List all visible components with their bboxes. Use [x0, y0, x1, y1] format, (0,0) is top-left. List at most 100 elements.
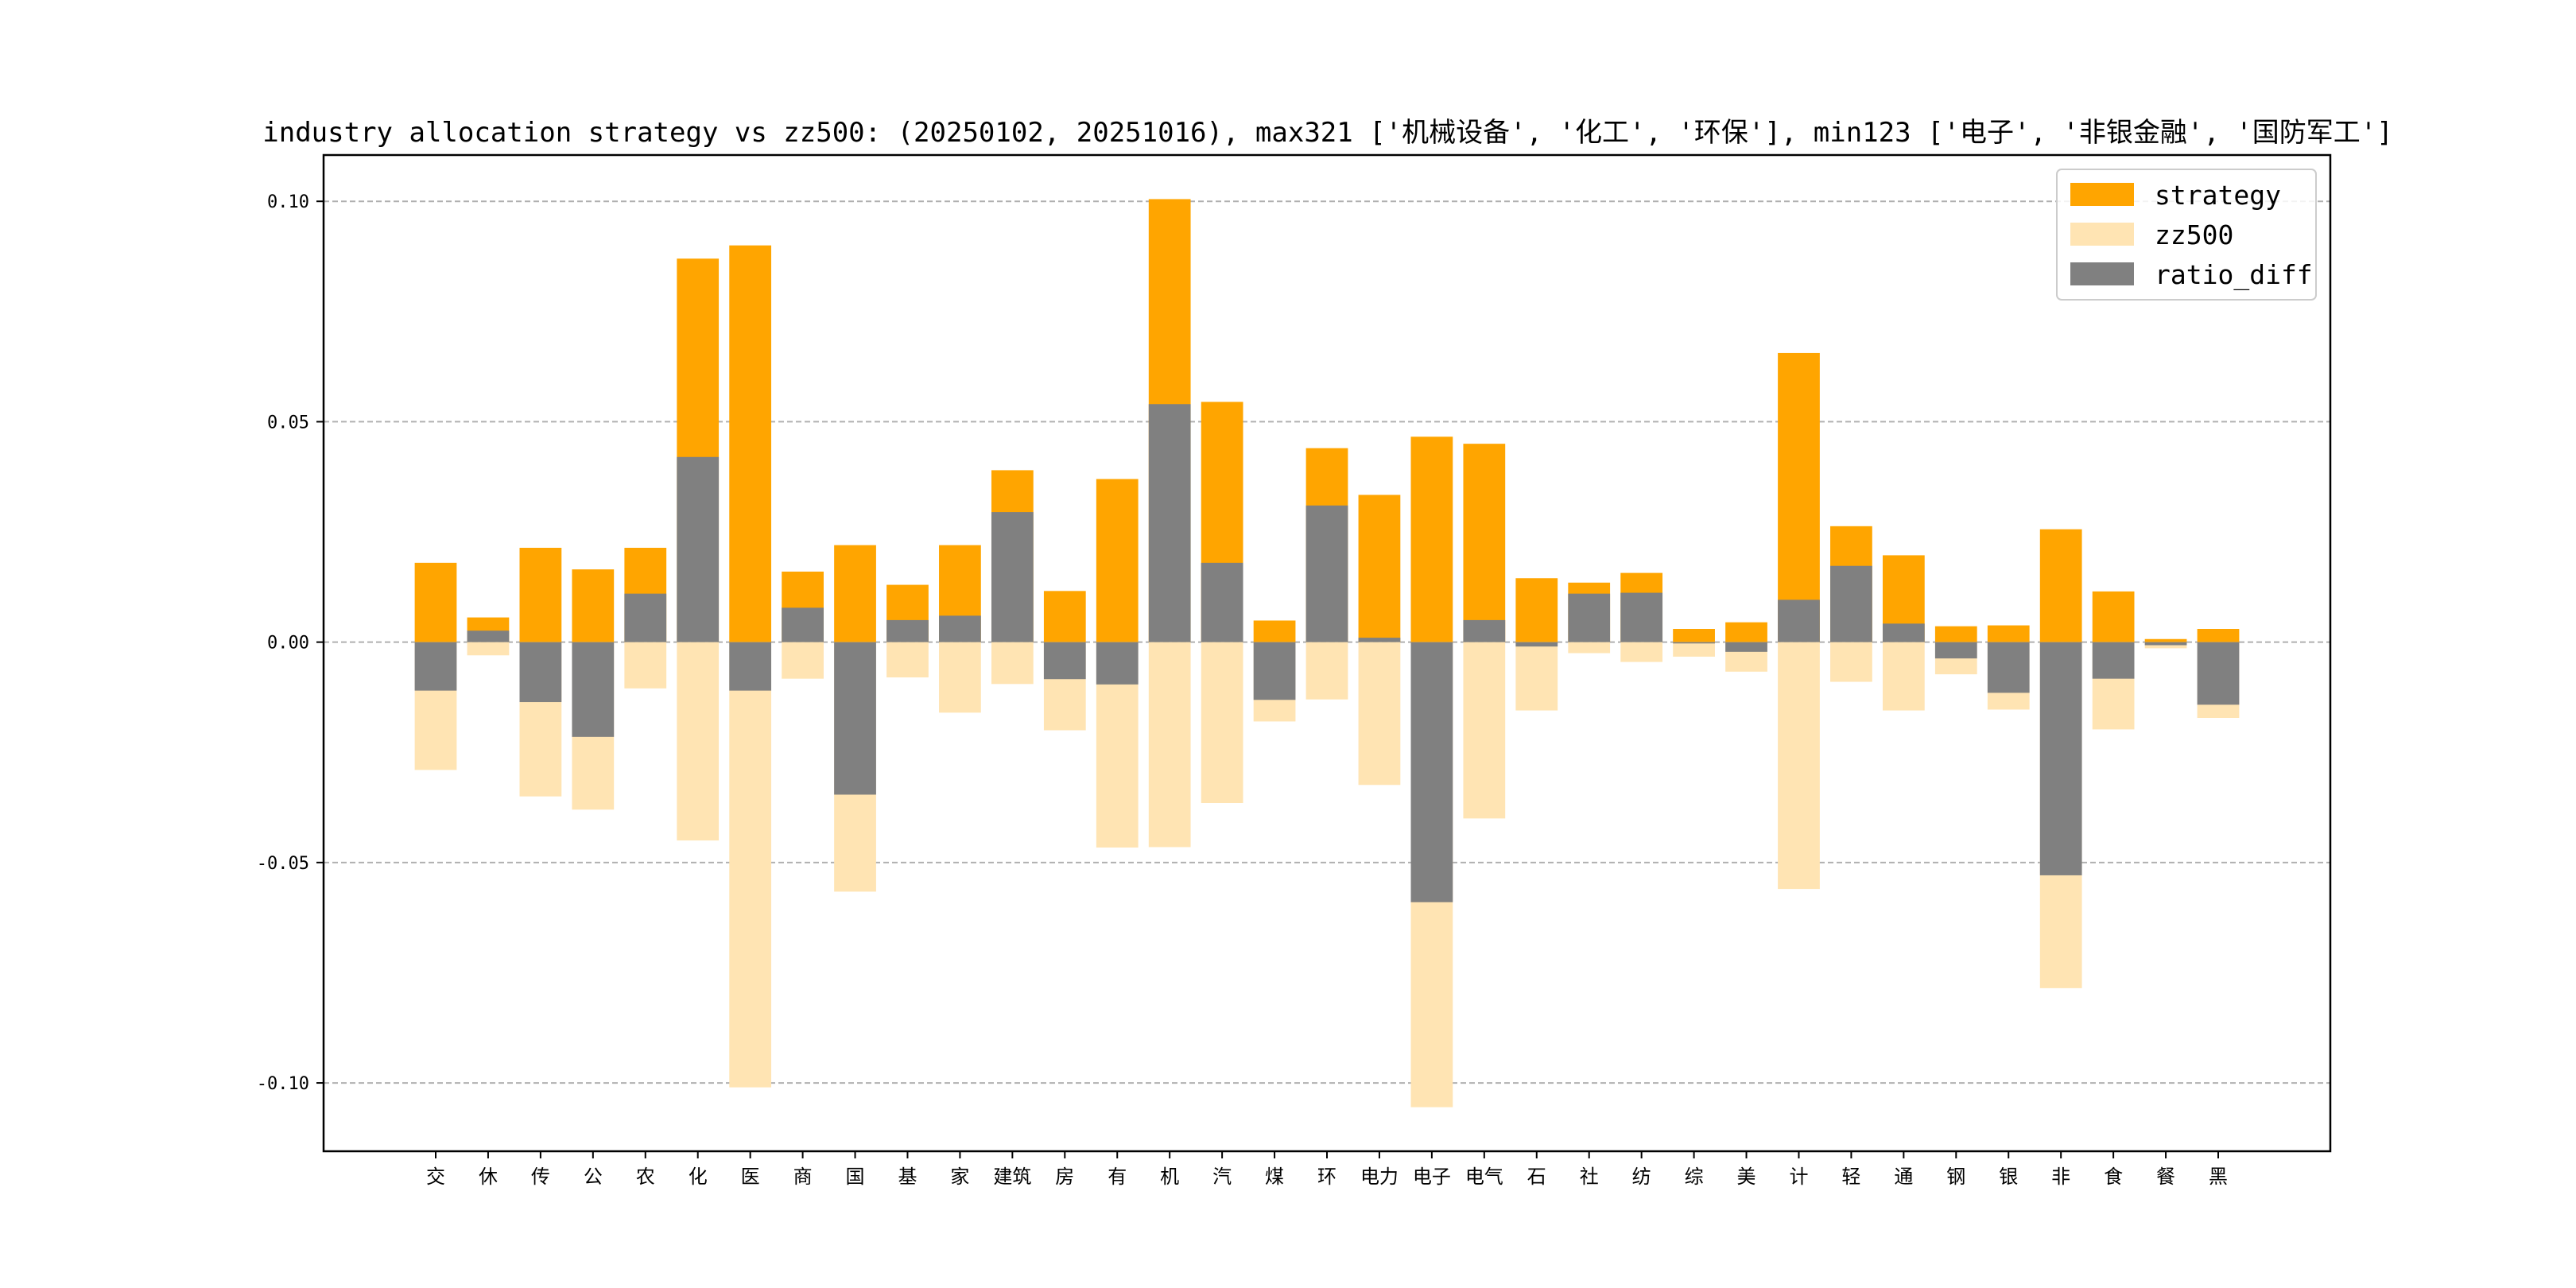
bar-zz500-计 — [1778, 642, 1820, 890]
bar-strategy-非 — [2039, 529, 2082, 642]
x-tick-label: 钢 — [1946, 1166, 1965, 1188]
legend-label-strategy: strategy — [2155, 180, 2281, 211]
bar-ratio_diff-公 — [572, 642, 615, 737]
x-tick-label: 食 — [2104, 1166, 2123, 1188]
bar-strategy-银 — [1987, 625, 2030, 642]
x-tick-label: 汽 — [1212, 1166, 1232, 1188]
x-tick-label: 电力 — [1360, 1166, 1399, 1188]
y-tick-label: 0.05 — [267, 413, 309, 433]
bar-strategy-钢 — [1934, 626, 1977, 642]
legend-label-ratio_diff: ratio_diff — [2155, 259, 2313, 291]
bar-ratio_diff-钢 — [1934, 642, 1977, 659]
bar-strategy-计 — [1778, 352, 1820, 642]
bar-ratio_diff-通 — [1882, 623, 1925, 642]
legend-swatch-zz500 — [2070, 223, 2134, 246]
x-tick-label: 有 — [1108, 1166, 1127, 1188]
bar-ratio_diff-基 — [886, 619, 929, 642]
bar-zz500-电力 — [1358, 642, 1401, 786]
x-tick-label: 化 — [689, 1166, 708, 1188]
x-tick-label: 综 — [1685, 1166, 1704, 1188]
bar-strategy-食 — [2092, 591, 2135, 642]
x-tick-label: 计 — [1789, 1166, 1808, 1188]
bar-ratio_diff-综 — [1673, 642, 1715, 644]
x-tick-label: 公 — [584, 1166, 603, 1188]
bar-ratio_diff-纺 — [1620, 592, 1663, 642]
x-tick-label: 煤 — [1265, 1166, 1284, 1188]
x-tick-label: 餐 — [2156, 1166, 2175, 1188]
bar-strategy-公 — [572, 569, 615, 642]
x-tick-label: 社 — [1580, 1166, 1599, 1188]
bar-ratio_diff-美 — [1725, 642, 1767, 652]
x-tick-label: 房 — [1055, 1166, 1074, 1188]
bar-zz500-纺 — [1620, 642, 1663, 662]
bar-ratio_diff-社 — [1568, 593, 1611, 642]
bar-ratio_diff-农 — [624, 593, 667, 642]
bar-strategy-美 — [1725, 622, 1767, 642]
bar-zz500-家 — [939, 642, 981, 713]
bar-ratio_diff-传 — [519, 642, 562, 703]
bar-ratio_diff-环 — [1305, 505, 1348, 642]
x-tick-label: 通 — [1894, 1166, 1913, 1188]
y-tick-label: -0.05 — [257, 854, 309, 874]
x-tick-label: 黑 — [2209, 1166, 2228, 1188]
x-tick-label: 家 — [950, 1166, 969, 1188]
y-tick-label: 0.10 — [267, 192, 309, 212]
bar-zz500-社 — [1568, 642, 1611, 654]
bar-zz500-休 — [467, 642, 510, 656]
bar-ratio_diff-交 — [414, 642, 457, 691]
x-tick-label: 农 — [636, 1166, 655, 1188]
bar-ratio_diff-餐 — [2144, 642, 2187, 646]
chart-title: industry allocation strategy vs zz500: (… — [262, 117, 2392, 149]
bar-zz500-机 — [1148, 642, 1191, 848]
x-tick-label: 美 — [1737, 1166, 1756, 1188]
x-tick-label: 电气 — [1465, 1166, 1503, 1188]
x-tick-label: 环 — [1317, 1166, 1336, 1188]
bar-zz500-建筑 — [991, 642, 1034, 685]
bar-strategy-餐 — [2144, 638, 2187, 642]
x-tick-label: 医 — [741, 1166, 760, 1188]
bar-ratio_diff-房 — [1043, 642, 1086, 680]
bar-zz500-综 — [1673, 642, 1715, 657]
bar-zz500-环 — [1305, 642, 1348, 700]
bar-strategy-电力 — [1358, 495, 1401, 642]
bar-strategy-综 — [1673, 629, 1715, 642]
bar-ratio_diff-化 — [677, 456, 720, 642]
bar-ratio_diff-食 — [2092, 642, 2135, 679]
y-tick-label: -0.10 — [257, 1074, 309, 1094]
bar-strategy-传 — [519, 547, 562, 642]
x-tick-label: 机 — [1160, 1166, 1179, 1188]
x-tick-label: 建筑 — [993, 1166, 1031, 1188]
bar-zz500-基 — [886, 642, 929, 677]
plot-frame — [322, 153, 2332, 1153]
bar-strategy-国 — [834, 545, 876, 642]
bar-zz500-农 — [624, 642, 667, 689]
bar-ratio_diff-煤 — [1253, 642, 1296, 700]
bar-ratio_diff-电子 — [1410, 642, 1453, 902]
x-tick-label: 国 — [846, 1166, 865, 1188]
bar-zz500-电气 — [1463, 642, 1506, 819]
bar-ratio_diff-计 — [1778, 599, 1820, 642]
bar-zz500-商 — [782, 642, 824, 679]
bar-ratio_diff-家 — [939, 615, 981, 642]
x-tick-label: 非 — [2051, 1166, 2070, 1188]
x-tick-label: 轻 — [1841, 1166, 1860, 1188]
x-tick-label: 商 — [793, 1166, 813, 1188]
bar-ratio_diff-电气 — [1463, 619, 1506, 642]
bar-ratio_diff-轻 — [1830, 565, 1872, 642]
bar-ratio_diff-商 — [782, 607, 824, 642]
bar-strategy-房 — [1043, 591, 1086, 642]
x-tick-label: 银 — [1999, 1166, 2018, 1188]
bar-strategy-黑 — [2197, 629, 2240, 642]
bar-ratio_diff-黑 — [2197, 642, 2240, 705]
bar-zz500-石 — [1515, 642, 1558, 711]
bar-zz500-医 — [729, 642, 772, 1088]
bar-strategy-煤 — [1253, 620, 1296, 642]
x-tick-label: 石 — [1527, 1166, 1546, 1188]
legend-label-zz500: zz500 — [2155, 219, 2233, 250]
x-tick-label: 电子 — [1413, 1166, 1451, 1188]
x-tick-label: 传 — [531, 1166, 550, 1188]
bar-ratio_diff-汽 — [1201, 562, 1243, 642]
legend-swatch-ratio_diff — [2070, 262, 2134, 285]
bar-zz500-轻 — [1830, 642, 1872, 682]
